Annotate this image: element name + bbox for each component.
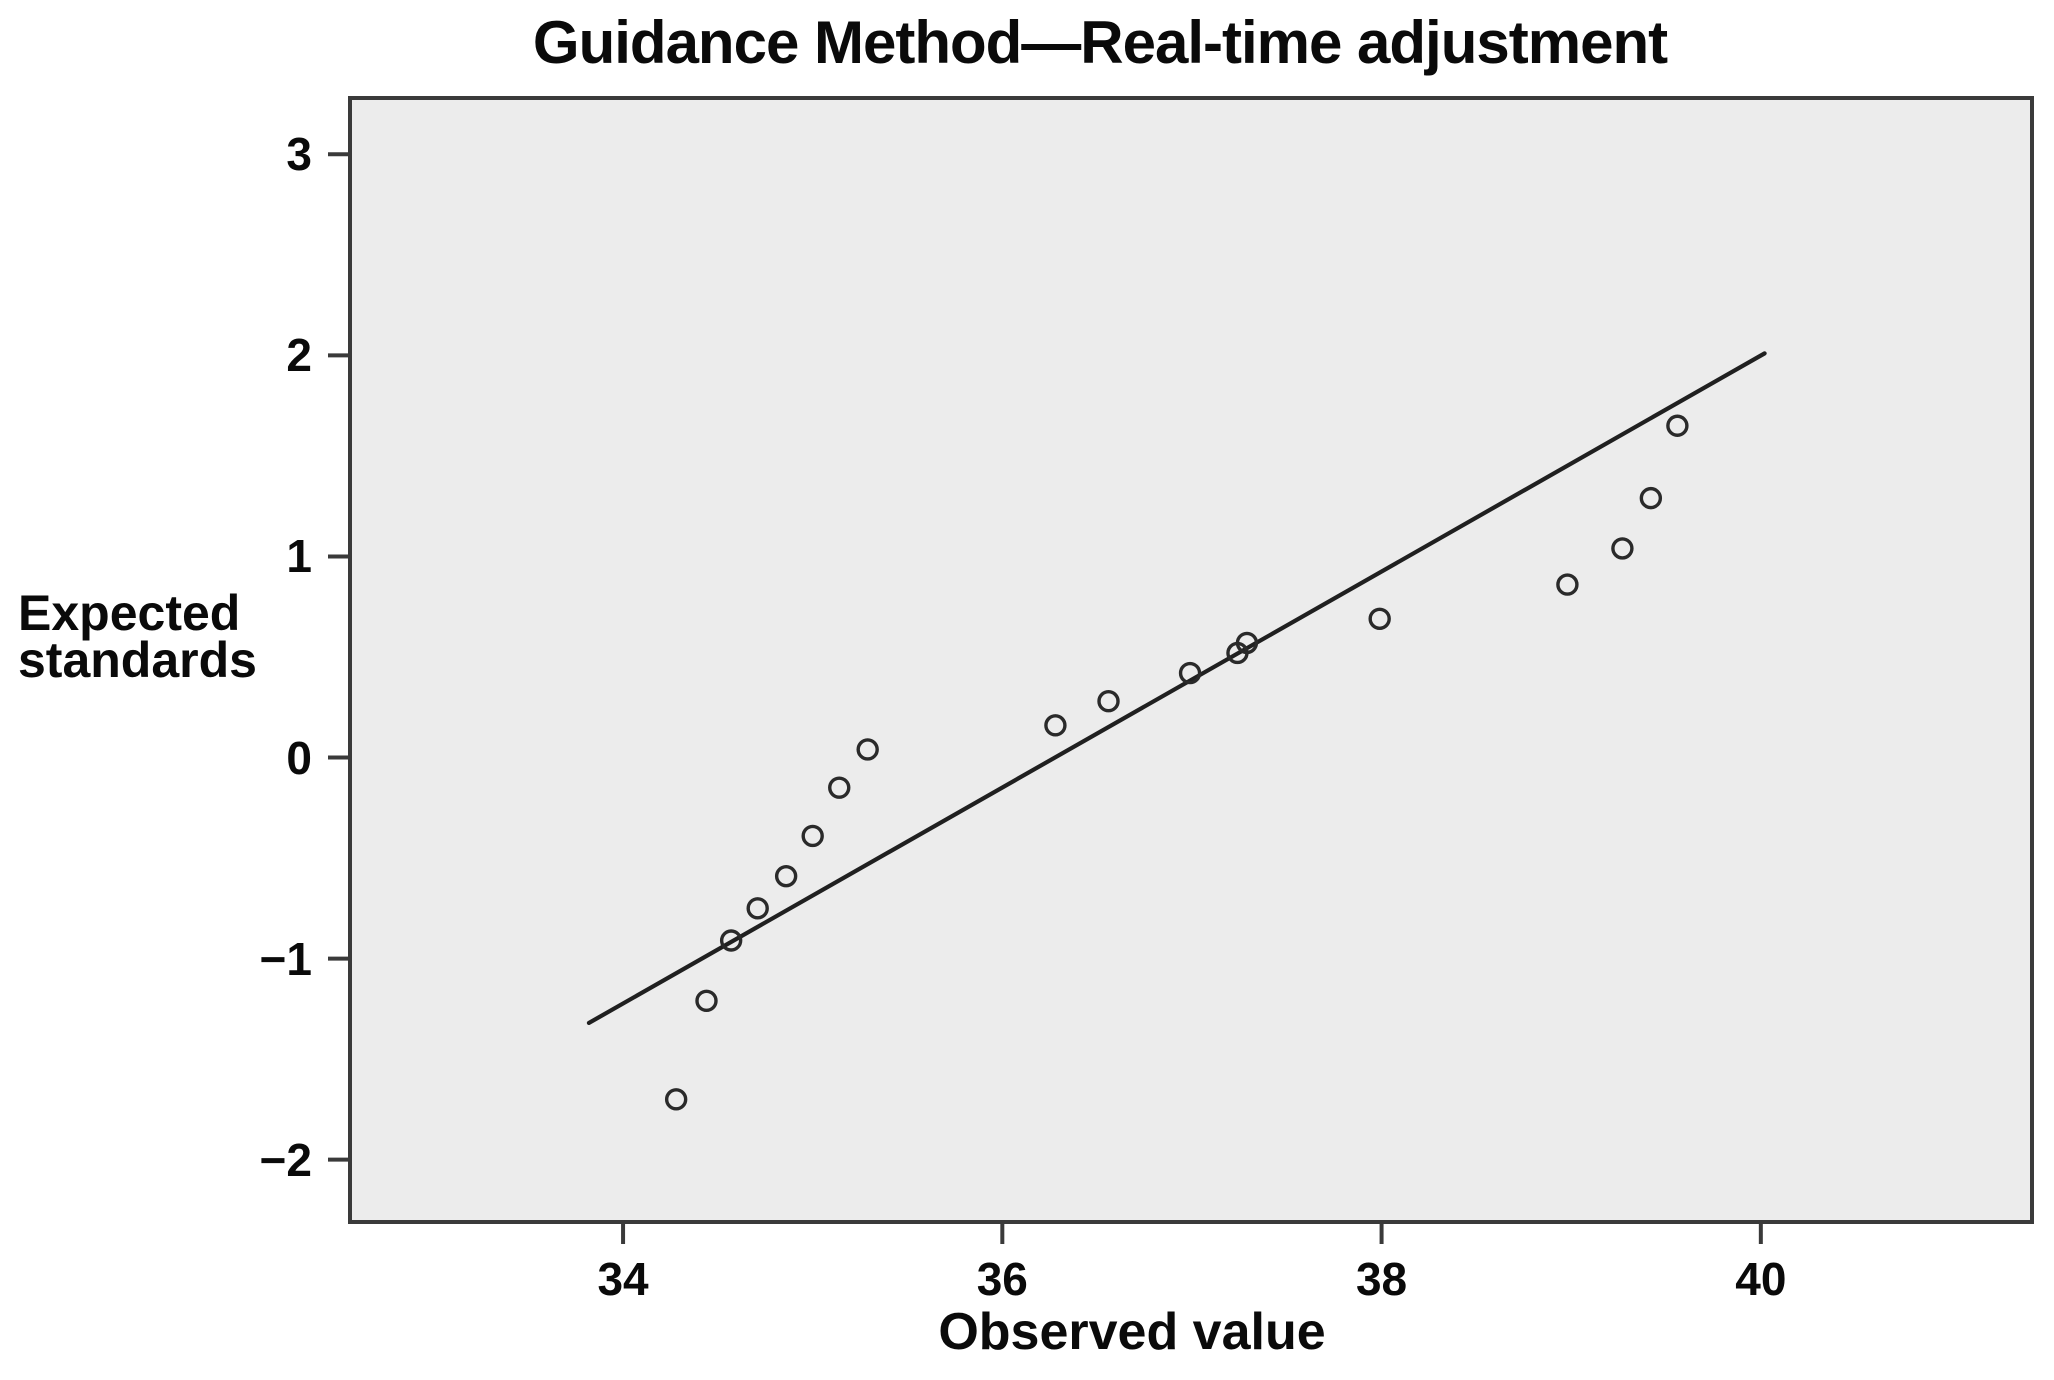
data-point [664, 1088, 688, 1111]
x-axis-title: Observed value [938, 1303, 1326, 1361]
data-point [746, 897, 769, 920]
data-point [801, 824, 824, 848]
data-point [1097, 690, 1120, 713]
y-tick-label: 2 [286, 329, 312, 382]
data-point [774, 864, 798, 888]
data-point [1044, 714, 1067, 737]
chart-title: Guidance Method—Real-time adjustment [532, 9, 1668, 76]
fit-line [586, 351, 1767, 1026]
data-point [828, 776, 851, 799]
x-tick-label: 40 [1735, 1253, 1787, 1305]
y-tick-label: 3 [286, 128, 312, 181]
data-point [1639, 486, 1663, 510]
data-point [695, 989, 718, 1013]
y-axis-title: Expected standards [18, 585, 257, 688]
y-axis-title-line2: standards [18, 632, 257, 688]
data-point [1556, 573, 1579, 596]
data-point [1368, 607, 1391, 630]
data-point [856, 738, 879, 761]
data-point [1235, 631, 1259, 655]
plot-area [348, 96, 2034, 1224]
y-tick-label: 1 [286, 530, 312, 583]
x-tick-label: 38 [1355, 1253, 1408, 1305]
data-point [1611, 537, 1634, 560]
x-tick-label: 34 [597, 1253, 649, 1305]
x-tick-label: 36 [976, 1253, 1028, 1305]
y-axis-title-line1: Expected [18, 585, 241, 641]
data-point [1666, 414, 1689, 437]
y-tick-label: 0 [286, 731, 312, 784]
data-point [719, 929, 743, 952]
data-point [1178, 661, 1202, 685]
y-tick-label: −2 [259, 1133, 312, 1186]
y-tick-label: −1 [259, 932, 312, 985]
